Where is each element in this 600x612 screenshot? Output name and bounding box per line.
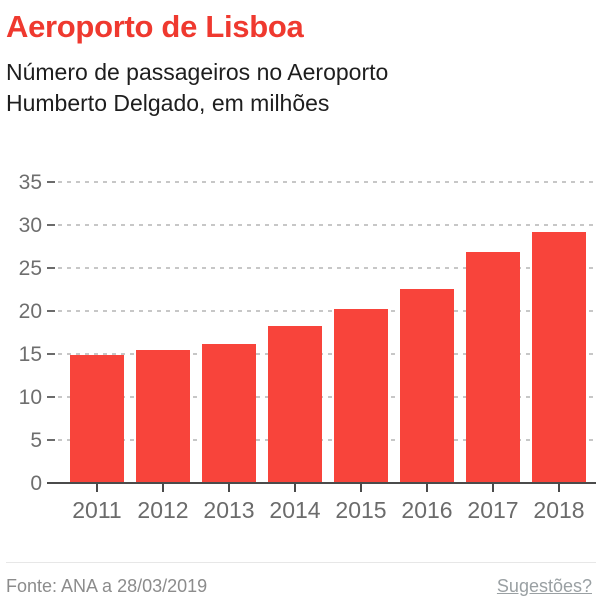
x-tick-slot: [334, 484, 388, 492]
gridline-rule: [58, 439, 596, 441]
gridline-rule: [58, 224, 596, 226]
y-axis-tick: [47, 439, 55, 441]
gridline-rule: [58, 267, 596, 269]
gridline-rule: [58, 396, 596, 398]
gridline-rule: [55, 482, 596, 484]
x-axis-tick: [96, 484, 98, 492]
bars-group: [60, 231, 596, 482]
bar-2016[interactable]: [400, 289, 454, 482]
x-tick-slot: [400, 484, 454, 492]
gridline-10: 10: [6, 387, 596, 408]
x-axis-label-2016: 2016: [401, 497, 453, 523]
y-axis-tick-label: 0: [30, 471, 42, 495]
y-axis-tick-label: 5: [30, 428, 42, 452]
y-axis-tick: [47, 181, 55, 183]
gridline-20: 20: [6, 301, 596, 322]
x-tick-slot: [202, 484, 256, 492]
x-tick-slot: [136, 484, 190, 492]
y-axis-tick: [47, 224, 55, 226]
y-axis-tick-label: 30: [18, 213, 42, 237]
x-axis-tick: [558, 484, 560, 492]
gridline-rule: [58, 181, 596, 183]
x-tick-slot: [70, 484, 124, 492]
x-tick-slot: [532, 484, 586, 492]
chart-subtitle-line-2: Humberto Delgado, em milhões: [6, 90, 330, 116]
y-axis-tick: [47, 353, 55, 355]
gridline-5: 5: [6, 430, 596, 451]
x-axis-label-2017: 2017: [467, 497, 519, 523]
x-axis-tick: [162, 484, 164, 492]
bar-2017[interactable]: [466, 252, 520, 482]
x-axis-label-2018: 2018: [533, 497, 585, 523]
chart-subtitle-line-1: Número de passageiros no Aeroporto: [6, 59, 389, 85]
x-tick-slot: [268, 484, 322, 492]
gridline-15: 15: [6, 344, 596, 365]
x-axis-label-2013: 2013: [203, 497, 255, 523]
x-axis-tick: [360, 484, 362, 492]
gridline-rule: [58, 310, 596, 312]
x-axis-tick: [228, 484, 230, 492]
x-axis-tick: [492, 484, 494, 492]
bar-chart: 0 5 10 15 20 25 30 35 2011 2012 2013 2014 2015 2016 2…: [6, 170, 596, 524]
bar-2018[interactable]: [532, 231, 586, 482]
y-axis-tick-label: 10: [18, 385, 42, 409]
y-axis-tick: [47, 396, 55, 398]
x-axis-label-2015: 2015: [335, 497, 387, 523]
suggestions-link[interactable]: Sugestões?: [496, 576, 592, 596]
x-axis-ticks: [60, 484, 596, 492]
x-axis-label-2012: 2012: [137, 497, 189, 523]
y-axis-tick-label: 35: [18, 170, 42, 194]
source-note: Fonte: ANA a 28/03/2019: [6, 576, 208, 596]
y-axis-tick: [47, 482, 55, 484]
chart-title: Aeroporto de Lisboa: [6, 9, 304, 44]
gridline-25: 25: [6, 258, 596, 279]
x-axis-labels: 2011 2012 2013 2014 2015 2016 2017 2018: [60, 484, 596, 524]
bar-2011[interactable]: [70, 354, 124, 482]
y-axis-tick-label: 15: [18, 342, 42, 366]
x-tick-slot: [466, 484, 520, 492]
x-axis-tick: [294, 484, 296, 492]
bar-2014[interactable]: [268, 326, 322, 482]
y-axis-tick: [47, 267, 55, 269]
x-axis-line: 0: [6, 473, 596, 494]
bar-2012[interactable]: [136, 350, 190, 482]
bar-2013[interactable]: [202, 344, 256, 482]
gridline-rule: [58, 353, 596, 355]
gridline-30: 30: [6, 215, 596, 236]
plot-area: 0 5 10 15 20 25 30 35: [6, 170, 596, 494]
chart-subtitle: Número de passageiros no Aeroporto Humbe…: [6, 57, 596, 119]
chart-footer: Fonte: ANA a 28/03/2019 Sugestões?: [6, 562, 596, 597]
x-axis-label-2014: 2014: [269, 497, 321, 523]
gridline-35: 35: [6, 172, 596, 193]
y-axis-tick: [47, 310, 55, 312]
bar-2015[interactable]: [334, 309, 388, 482]
y-axis-tick-label: 25: [18, 256, 42, 280]
x-axis-tick: [426, 484, 428, 492]
y-axis-tick-label: 20: [18, 299, 42, 323]
x-axis-label-2011: 2011: [72, 497, 122, 523]
